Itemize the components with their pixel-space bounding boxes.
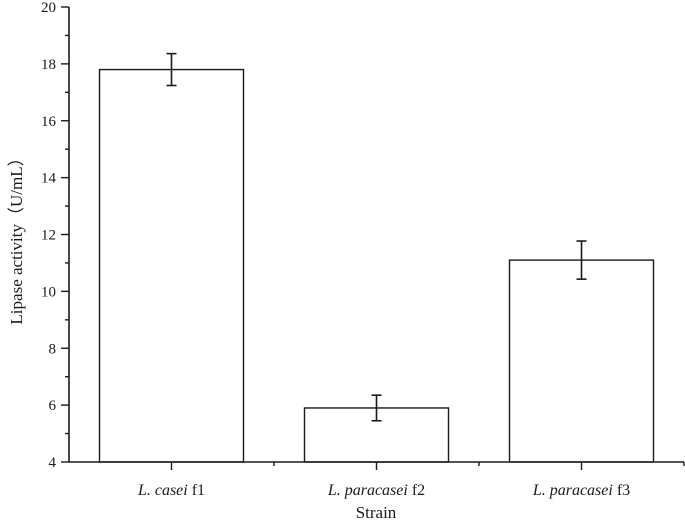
x-category-label: L. paracasei f3: [532, 482, 630, 499]
y-tick-label: 20: [41, 0, 56, 16]
y-tick-label: 18: [41, 57, 56, 73]
y-tick-label: 14: [41, 171, 57, 187]
y-axis-title: Lipase activity（U/mL）: [7, 149, 26, 324]
y-axis: 4 6 8 10 12 14 16 18 20: [41, 0, 70, 471]
y-tick-label: 10: [41, 284, 56, 300]
y-tick-label: 4: [49, 455, 57, 471]
x-axis-title: Strain: [356, 503, 397, 522]
error-bar-1: [166, 52, 177, 87]
y-tick-label: 8: [49, 341, 57, 357]
error-bar-3: [576, 240, 587, 280]
error-bar-2: [371, 394, 382, 422]
x-category-label: L. paracasei f2: [327, 482, 425, 499]
x-category-label: L. casei f1: [137, 482, 205, 499]
x-axis: L. casei f1 L. paracasei f2 L. paracasei f…: [69, 461, 685, 499]
y-tick-label: 6: [49, 398, 57, 414]
bar-3: [508, 259, 655, 463]
bar-1: [98, 68, 245, 463]
error-bars-group: [166, 52, 587, 422]
y-tick-label: 16: [41, 114, 57, 130]
y-tick-label: 12: [41, 228, 56, 244]
